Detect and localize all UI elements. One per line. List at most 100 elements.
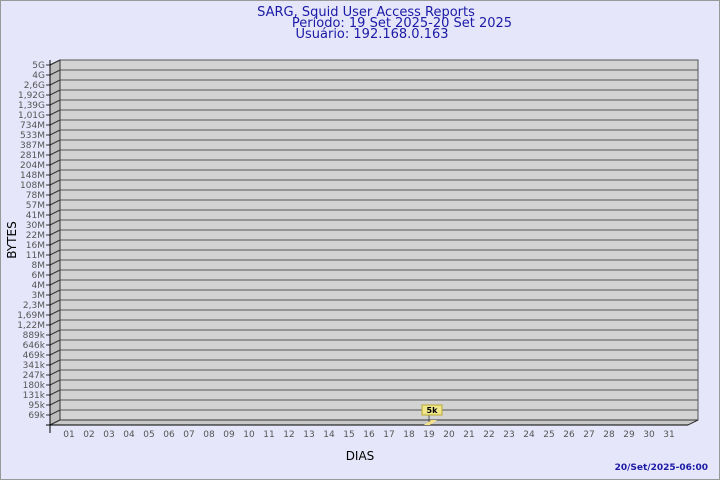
grid-slant: [49, 239, 61, 246]
y-tick-label: 69k: [28, 411, 45, 421]
y-tick-label: 204M: [20, 161, 45, 171]
bar-label-box: [421, 404, 443, 416]
y-tick-label: 30M: [26, 221, 45, 231]
x-axis-label: DIAS: [346, 449, 375, 463]
x-tick-label: 31: [663, 430, 674, 440]
y-tick-label: 180k: [23, 381, 46, 391]
x-tick-label: 11: [263, 430, 274, 440]
grid-slant: [49, 249, 61, 256]
x-tick-label: 19: [423, 430, 435, 440]
y-tick-label: 148M: [20, 171, 45, 181]
grid-slant: [49, 349, 61, 356]
x-tick-label: 04: [123, 430, 135, 440]
y-tick-label: 341k: [23, 361, 46, 371]
grid-slant: [49, 319, 61, 326]
x-tick-label: 18: [403, 430, 415, 440]
x-tick-label: 13: [303, 430, 314, 440]
grid-slant: [49, 69, 61, 76]
grid-slant: [49, 299, 61, 306]
x-tick-label: 07: [183, 430, 194, 440]
bar-data-label: 5k: [427, 406, 439, 415]
y-tick-label: 8M: [32, 261, 46, 271]
grid-slant: [49, 339, 61, 346]
footer-timestamp: 20/Set/2025-06:00: [615, 463, 708, 473]
x-tick-label: 14: [323, 430, 335, 440]
y-tick-label: 3M: [32, 291, 46, 301]
x-tick-label: 28: [603, 430, 615, 440]
y-tick-label: 533M: [20, 131, 45, 141]
grid-slant: [49, 59, 61, 66]
grid-slant: [49, 289, 61, 296]
grid-slant: [49, 329, 61, 336]
x-tick-label: 08: [203, 430, 215, 440]
x-tick-label: 10: [243, 430, 255, 440]
y-tick-label: 1,01G: [18, 111, 45, 121]
x-tick-label: 01: [63, 430, 74, 440]
x-tick-label: 09: [223, 430, 235, 440]
grid-slant: [49, 229, 61, 236]
grid-slant: [49, 369, 61, 376]
y-tick-label: 469k: [23, 351, 46, 361]
grid-slant: [49, 199, 61, 206]
y-tick-label: 2,3M: [23, 301, 45, 311]
y-tick-label: 1,69M: [17, 311, 45, 321]
y-tick-label: 57M: [26, 201, 45, 211]
x-tick-label: 22: [483, 430, 494, 440]
x-tick-label: 02: [83, 430, 94, 440]
grid-slant: [49, 389, 61, 396]
y-tick-label: 41M: [26, 211, 45, 221]
x-tick-label: 24: [523, 430, 535, 440]
y-tick-label: 5G: [32, 61, 45, 71]
grid-slant: [49, 399, 61, 406]
grid-slant: [49, 139, 61, 146]
y-tick-label: 1,22M: [17, 321, 45, 331]
grid-slant: [49, 309, 61, 316]
x-tick-label: 17: [383, 430, 394, 440]
x-tick-label: 16: [363, 430, 375, 440]
grid-slant: [49, 219, 61, 226]
y-tick-label: 4M: [32, 281, 46, 291]
grid-slant: [49, 159, 61, 166]
grid-slant: [49, 149, 61, 156]
x-tick-label: 25: [543, 430, 554, 440]
y-tick-label: 16M: [26, 241, 45, 251]
y-tick-label: 889k: [23, 331, 46, 341]
y-axis-label: BYTES: [5, 221, 19, 258]
grid-slant: [49, 359, 61, 366]
x-tick-label: 23: [503, 430, 514, 440]
y-tick-label: 78M: [26, 191, 45, 201]
x-tick-label: 21: [463, 430, 474, 440]
y-tick-label: 387M: [20, 141, 45, 151]
y-tick-label: 1,92G: [18, 91, 45, 101]
y-tick-label: 6M: [32, 271, 46, 281]
x-tick-label: 20: [443, 430, 455, 440]
grid-slant: [49, 99, 61, 106]
chart-user: Usuário: 192.168.0.163: [295, 27, 448, 42]
grid-slant: [49, 409, 61, 416]
y-tick-label: 646k: [23, 341, 46, 351]
y-tick-label: 2,6G: [24, 81, 45, 91]
grid-slant: [49, 189, 61, 196]
x-tick-label: 15: [343, 430, 354, 440]
y-tick-label: 108M: [20, 181, 45, 191]
grid-slant: [49, 379, 61, 386]
x-tick-label: 06: [163, 430, 175, 440]
grid-slant: [49, 169, 61, 176]
grid-slant: [49, 209, 61, 216]
bar: [424, 420, 437, 425]
x-tick-label: 03: [103, 430, 114, 440]
grid-slant: [49, 179, 61, 186]
grid-slant: [49, 89, 61, 96]
y-tick-label: 247k: [23, 371, 46, 381]
y-tick-label: 1,39G: [18, 101, 45, 111]
grid-slant: [49, 269, 61, 276]
plot-floor: [49, 419, 699, 426]
grid-slant: [49, 79, 61, 86]
chart-period: Período: 19 Set 2025-20 Set 2025: [292, 16, 512, 31]
y-tick-label: 22M: [26, 231, 45, 241]
x-tick-label: 27: [583, 430, 594, 440]
x-tick-label: 30: [643, 430, 655, 440]
grid-slant: [49, 119, 61, 126]
y-tick-label: 131k: [23, 391, 46, 401]
y-tick-label: 95k: [28, 401, 45, 411]
